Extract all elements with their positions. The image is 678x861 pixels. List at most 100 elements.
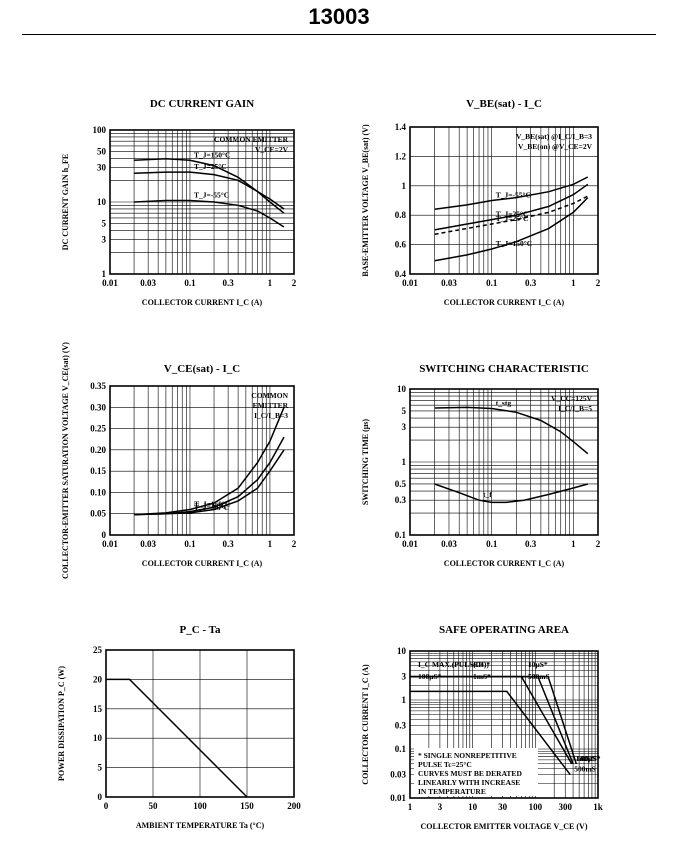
x-tick-label: 150 [240, 801, 254, 811]
region-label: (DC) [473, 660, 489, 669]
series-label: 1mS* [576, 754, 594, 763]
x-tick-label: 2 [292, 539, 297, 549]
y-tick-label: 1.4 [395, 122, 407, 132]
page-header: 13003 [0, 0, 678, 40]
y-tick-label: 10 [93, 733, 103, 743]
x-tick-label: 2 [292, 278, 297, 288]
series-line [134, 199, 285, 228]
y-axis-label: COLLECTOR-EMITTER SATURATION VOLTAGE V_C… [61, 342, 70, 579]
chart-switching: 0.01 0.03 0.1 0.3 1 2 0.1 0.3 0.5 1 3 5 10 SWITCHING … [361, 363, 601, 568]
legend-entry: V_CE=2V [255, 145, 289, 154]
y-tick-label: 1.2 [395, 151, 407, 161]
y-tick-label: 0.35 [90, 381, 106, 391]
x-tick-label: 100 [529, 802, 543, 812]
x-tick-label: 50 [149, 801, 159, 811]
x-tick-label: 30 [498, 802, 508, 812]
y-tick-label: 0.8 [395, 210, 407, 220]
chart-vcesat: 0.01 0.03 0.1 0.3 1 2 0 0.05 0.10 0.15 0.20 0.25 0.3… [61, 342, 297, 579]
y-tick-label: 1 [402, 181, 407, 191]
chart-title: V_BE(sat) - I_C [466, 98, 542, 110]
header-rule [22, 34, 656, 35]
y-tick-label: 0.03 [390, 770, 406, 780]
region-label: 100μS* [418, 672, 442, 681]
series-line [410, 690, 571, 776]
x-tick-label: 0.1 [184, 278, 196, 288]
y-tick-label: 0.6 [395, 240, 407, 250]
y-tick-label: 0 [102, 530, 107, 540]
series-label: t_stg [496, 399, 512, 408]
legend: V_BE(sat) @I_C/I_B=3V_BE(on) @V_CE=2V [516, 132, 593, 151]
legend-entry: EMITTER [253, 401, 289, 410]
note-line: CURVES MUST BE DERATED [418, 769, 522, 778]
series-label: T_J=-55°C [194, 503, 229, 512]
x-tick-label: 0.1 [486, 278, 498, 288]
series-line [134, 449, 285, 516]
x-tick-label: 0.1 [184, 539, 196, 549]
y-tick-label: 5 [98, 763, 103, 773]
plot-frame [409, 388, 599, 536]
y-tick-label: 5 [102, 219, 107, 229]
legend-entry: I_C/I_B=5 [558, 404, 592, 413]
series-line [434, 195, 589, 236]
region-label: 10μS* [528, 660, 548, 669]
region-label: 500mS [528, 672, 550, 681]
x-tick-label: 0.01 [102, 539, 118, 549]
x-axis-label: COLLECTOR CURRENT I_C (A) [142, 298, 263, 307]
legend-entry: V_CC=125V [551, 394, 593, 403]
x-tick-label: 0.01 [102, 278, 118, 288]
series-line [434, 176, 589, 211]
grid [110, 130, 294, 274]
x-tick-label: 1 [268, 278, 273, 288]
legend-entry: COMMON [251, 391, 288, 400]
region-labels: I_C MAX.(PULSED)*(DC) 10μS* 100μS* 1mS* 500m… [418, 660, 550, 681]
note-line: LINEARLY WITH INCREASE [418, 778, 520, 787]
y-tick-label: 3 [402, 672, 407, 682]
y-tick-label: 0 [98, 792, 103, 802]
x-tick-label: 0.03 [140, 539, 156, 549]
x-tick-label: 0.03 [441, 539, 457, 549]
series-label: T_J=150°C [496, 239, 532, 248]
y-tick-label: 15 [93, 704, 103, 714]
y-tick-label: 0.20 [90, 445, 106, 455]
y-axis-label: COLLECTOR CURRENT I_C (A) [361, 664, 370, 785]
y-tick-label: 5 [402, 406, 407, 416]
x-tick-label: 0.3 [222, 539, 234, 549]
y-tick-label: 0.10 [90, 487, 106, 497]
x-tick-label: 0.03 [441, 278, 457, 288]
legend-entry: I_C/I_B=3 [254, 411, 288, 420]
series-line [106, 678, 248, 798]
x-tick-label: 0.3 [222, 278, 234, 288]
chart-title: SAFE OPERATING AREA [439, 624, 569, 636]
x-axis-label: COLLECTOR CURRENT I_C (A) [444, 298, 565, 307]
x-tick-label: 1 [268, 539, 273, 549]
y-tick-label: 1 [402, 457, 407, 467]
chart-hfe: 0.01 0.03 0.1 0.3 1 2 1 3 5 10 30 50 100 DC CURRENT G… [61, 98, 297, 307]
y-tick-label: 0.15 [90, 466, 106, 476]
series-label: T_J=25°C [496, 210, 529, 219]
y-tick-label: 1 [402, 695, 407, 705]
y-tick-label: 100 [93, 125, 107, 135]
series-label: 500mS [574, 765, 596, 774]
series-label: T_J=150°C [194, 499, 230, 508]
legend-entry: COMMON EMITTER [214, 135, 289, 144]
y-tick-label: 3 [102, 235, 107, 245]
y-tick-label: 0.1 [395, 530, 407, 540]
plot-frame [105, 649, 295, 798]
y-tick-label: 10 [397, 646, 407, 656]
x-tick-label: 1 [408, 802, 413, 812]
x-tick-label: 1 [571, 278, 576, 288]
chart-vbe: 0.01 0.03 0.1 0.3 1 2 0.4 0.6 0.8 1 1.2 1.4 V_BE(sat… [361, 98, 601, 307]
x-axis-label: COLLECTOR CURRENT I_C (A) [142, 559, 263, 568]
note-line: * SINGLE NONREPETITIVE [418, 751, 517, 760]
region-label: I_C MAX.(PULSED)* [418, 660, 490, 669]
series-line [134, 171, 285, 210]
series-label: 10μS* [580, 754, 600, 763]
grid [105, 649, 295, 798]
y-tick-label: 0.3 [395, 495, 407, 505]
y-tick-label: 0.4 [395, 269, 407, 279]
